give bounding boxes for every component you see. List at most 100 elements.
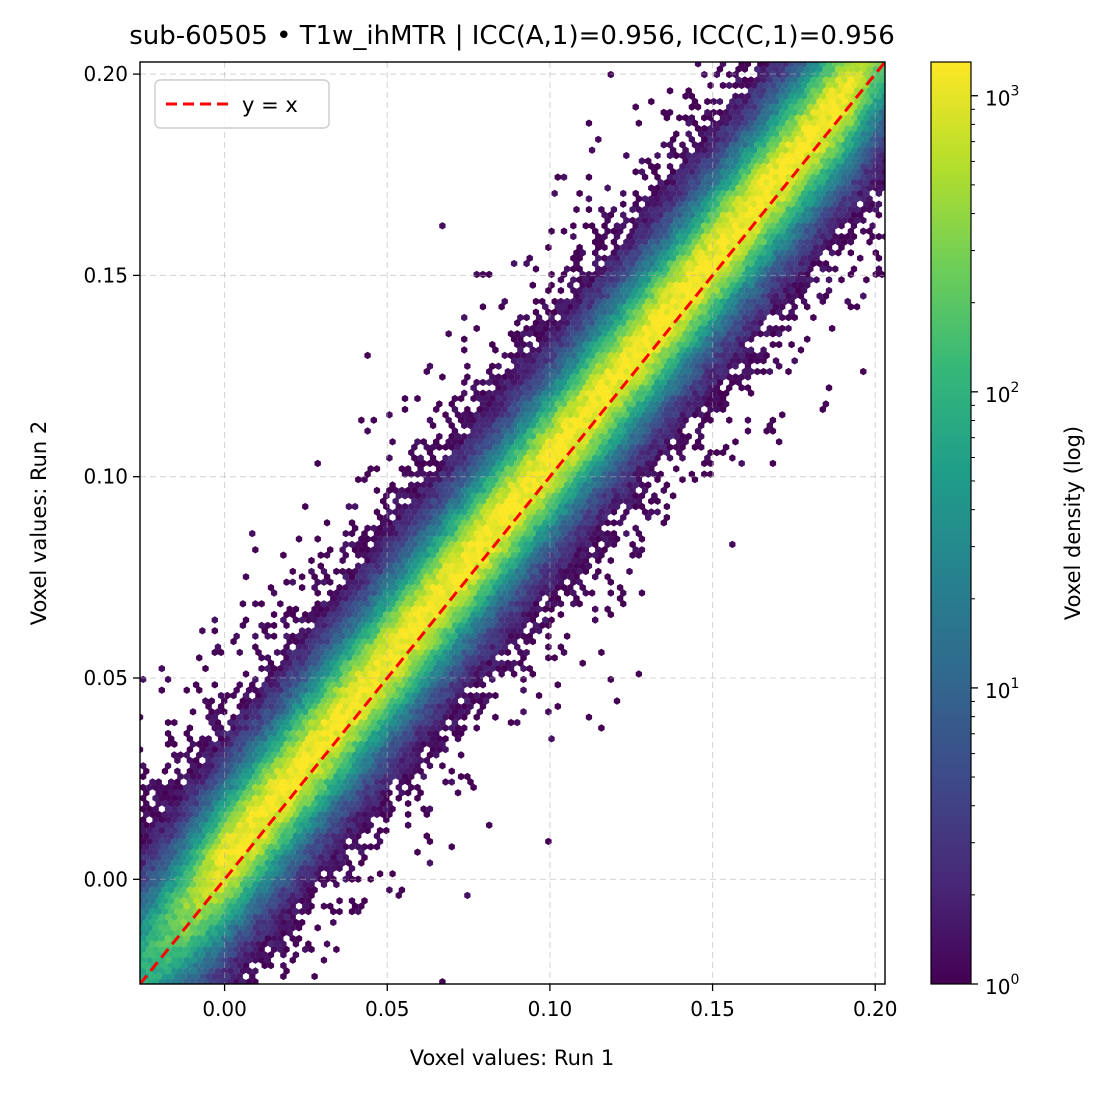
hexbin-cell bbox=[875, 135, 883, 144]
hexbin-cell bbox=[757, 222, 764, 230]
hexbin-cell bbox=[847, 87, 854, 95]
hexbin-cell bbox=[666, 238, 674, 246]
hexbin-cell bbox=[651, 319, 658, 327]
hexbin-cell bbox=[701, 254, 708, 262]
hexbin-cell bbox=[529, 281, 536, 289]
hexbin-cell bbox=[769, 178, 777, 187]
hexbin-cell bbox=[775, 178, 783, 187]
hexbin-cell bbox=[632, 200, 639, 208]
hexbin-cell bbox=[682, 146, 689, 154]
hexbin-cell bbox=[691, 97, 699, 106]
hexbin-cell bbox=[828, 87, 836, 95]
hexbin-cell bbox=[735, 108, 742, 117]
hexbin-cell bbox=[779, 205, 786, 214]
hexbin-cell bbox=[669, 168, 677, 176]
hexbin-cell bbox=[875, 114, 883, 122]
hexbin-cell bbox=[713, 276, 720, 284]
hexbin-cell bbox=[673, 227, 680, 235]
hexbin-cell bbox=[828, 151, 836, 160]
hexbin-cell bbox=[885, 55, 891, 62]
hexbin-cell bbox=[804, 205, 811, 214]
hexbin-cell bbox=[592, 281, 599, 289]
hexbin-cell bbox=[763, 92, 770, 100]
hexbin-cell bbox=[638, 330, 646, 338]
hexbin-cell bbox=[863, 92, 870, 100]
hexbin-cell bbox=[716, 249, 724, 257]
hexbin-cell bbox=[616, 324, 624, 333]
hexbin-cell bbox=[623, 335, 630, 343]
hexbin-cell bbox=[853, 97, 861, 106]
hexbin-cell bbox=[735, 303, 742, 311]
hexbin-cell bbox=[782, 157, 789, 165]
hexbin-cell bbox=[788, 297, 795, 306]
hexbin-cell bbox=[747, 270, 755, 279]
hexbin-cell bbox=[766, 65, 773, 73]
hexbin-cell bbox=[878, 76, 885, 84]
hexbin-cell bbox=[807, 178, 814, 187]
hexbin-cell bbox=[841, 184, 848, 192]
hexbin-cell bbox=[676, 232, 683, 241]
hexbin-cell bbox=[682, 168, 689, 176]
hexbin-cell bbox=[582, 340, 589, 349]
hexbin-cell bbox=[729, 238, 736, 246]
hexbin-cell bbox=[648, 162, 655, 171]
hexbin-cell bbox=[825, 135, 833, 144]
hexbin-cell bbox=[732, 124, 739, 133]
hexbin-cell bbox=[579, 270, 586, 279]
hexbin-cell bbox=[763, 222, 770, 230]
hexbin-cell bbox=[732, 62, 733, 63]
hexbin-cell bbox=[791, 249, 798, 257]
hexbin-cell bbox=[794, 70, 801, 79]
hexbin-cell bbox=[747, 151, 755, 160]
hexbin-cell bbox=[576, 276, 583, 284]
hexbin-cell bbox=[694, 157, 702, 165]
hexbin-cell bbox=[772, 141, 780, 149]
hexbin-cell bbox=[601, 276, 608, 284]
hexbin-cell bbox=[813, 70, 820, 79]
hexbin-cell bbox=[719, 308, 727, 316]
hexbin-cell bbox=[579, 292, 586, 300]
hexbin-cell bbox=[704, 324, 711, 333]
hexbin-cell bbox=[722, 205, 730, 214]
hexbin-cell bbox=[835, 130, 842, 138]
hexbin-cell bbox=[763, 243, 770, 252]
hexbin-cell bbox=[872, 151, 879, 160]
hexbin-cell bbox=[626, 308, 633, 316]
hexbin-cell bbox=[751, 265, 758, 273]
hexbin-cell bbox=[797, 216, 805, 225]
hexbin-cell bbox=[716, 238, 724, 246]
hexbin-cell bbox=[866, 141, 873, 149]
hexbin-cell bbox=[588, 319, 596, 327]
hexbin-cell bbox=[875, 189, 883, 198]
hexbin-cell bbox=[763, 330, 770, 338]
hexbin-cell bbox=[769, 297, 777, 306]
hexbin-cell bbox=[744, 286, 752, 295]
hexbin-cell bbox=[769, 62, 777, 68]
hexbin-cell bbox=[797, 65, 805, 73]
hexbin-cell bbox=[825, 178, 833, 187]
hexbin-cell bbox=[766, 270, 773, 279]
hexbin-cell bbox=[673, 303, 680, 311]
hexbin-cell bbox=[838, 178, 845, 187]
hexbin-cell bbox=[850, 62, 851, 63]
hexbin-cell bbox=[872, 162, 879, 171]
hexbin-cell bbox=[666, 162, 674, 171]
hexbin-cell bbox=[816, 227, 823, 235]
hexbin-cell bbox=[726, 297, 733, 306]
hexbin-cell bbox=[660, 141, 667, 149]
hexbin-cell bbox=[813, 254, 820, 262]
hexbin-cell bbox=[641, 173, 649, 181]
hexbin-cell bbox=[804, 119, 811, 127]
hexbin-cell bbox=[669, 276, 677, 284]
hexbin-cell bbox=[797, 259, 805, 268]
hexbin-cell bbox=[610, 249, 618, 257]
hexbin-cell bbox=[663, 308, 671, 316]
hexbin-cell bbox=[853, 65, 861, 73]
hexbin-cell bbox=[669, 200, 677, 208]
hexbin-cell bbox=[685, 119, 692, 127]
hexbin-cell bbox=[557, 308, 565, 316]
hexbin-cell bbox=[610, 205, 618, 214]
hexbin-cell bbox=[716, 313, 724, 322]
hexbin-cell bbox=[551, 330, 558, 338]
hexbin-cell bbox=[576, 340, 583, 349]
